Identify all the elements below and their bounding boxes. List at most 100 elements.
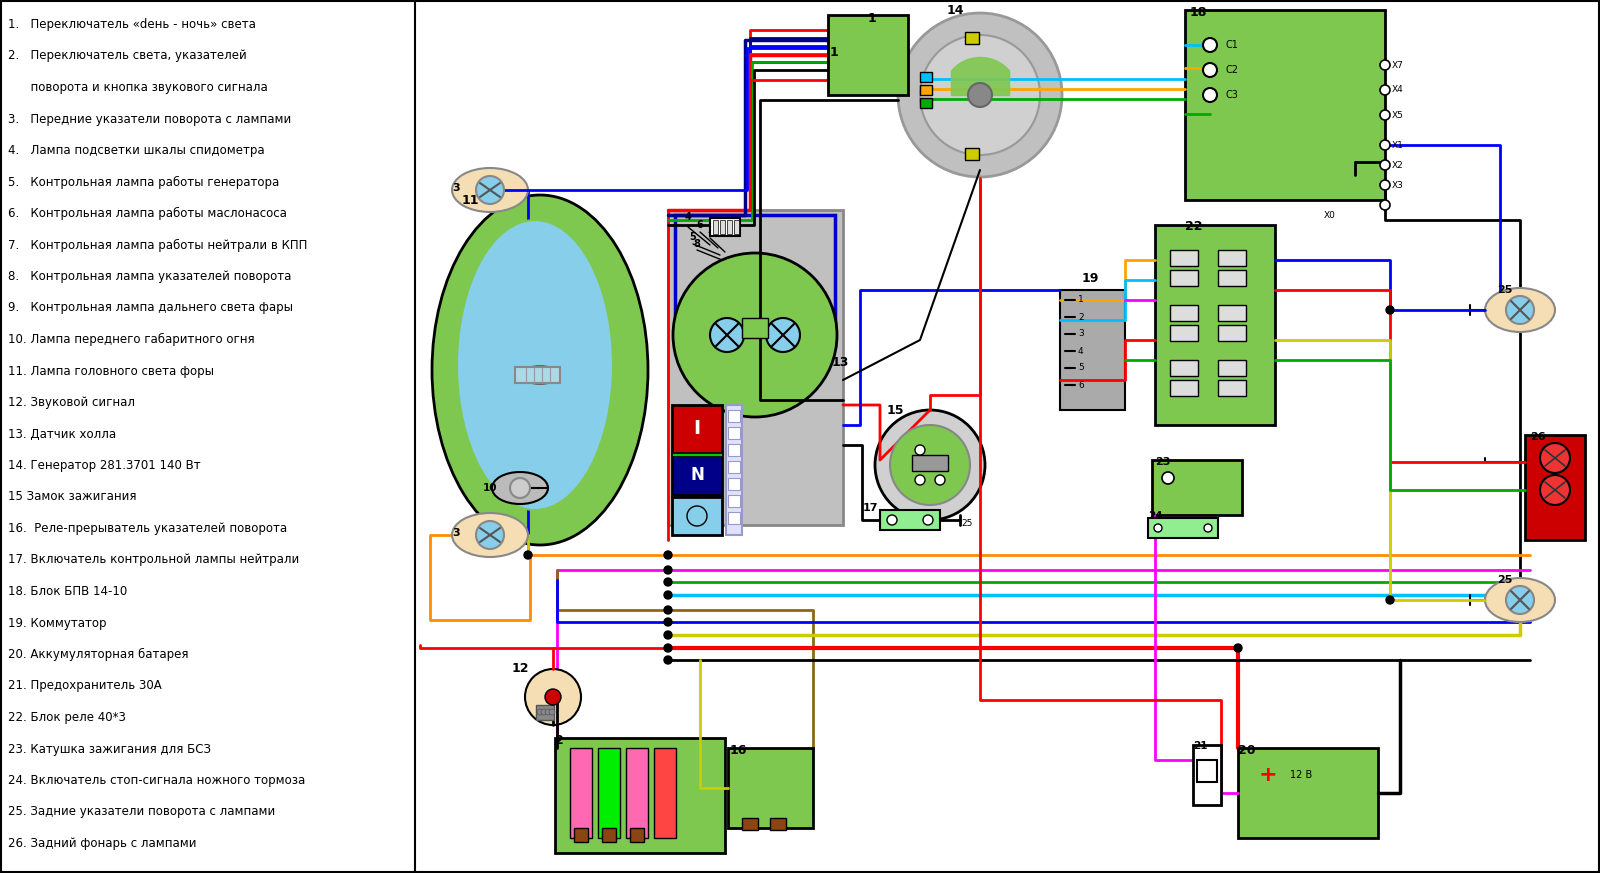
Bar bbox=[570, 748, 592, 838]
Text: 15 Замок зажигания: 15 Замок зажигания bbox=[8, 491, 136, 504]
Circle shape bbox=[549, 709, 555, 715]
Circle shape bbox=[1203, 38, 1218, 52]
Circle shape bbox=[915, 475, 925, 485]
Bar bbox=[728, 461, 739, 473]
Text: 16: 16 bbox=[730, 744, 747, 757]
Bar bbox=[626, 748, 648, 838]
Circle shape bbox=[934, 475, 946, 485]
Bar bbox=[728, 512, 739, 524]
Ellipse shape bbox=[432, 195, 648, 545]
Bar bbox=[1218, 250, 1246, 266]
Text: 21: 21 bbox=[1194, 741, 1208, 751]
Text: 6.   Контрольная лампа работы маслонасоса: 6. Контрольная лампа работы маслонасоса bbox=[8, 207, 286, 220]
Circle shape bbox=[525, 551, 531, 559]
Ellipse shape bbox=[453, 168, 528, 212]
Text: 11: 11 bbox=[461, 194, 478, 207]
Text: 16.  Реле-прерыватель указателей поворота: 16. Реле-прерыватель указателей поворота bbox=[8, 522, 286, 535]
Circle shape bbox=[1379, 180, 1390, 190]
Circle shape bbox=[1386, 306, 1394, 314]
Text: 18. Блок БПВ 14-10: 18. Блок БПВ 14-10 bbox=[8, 585, 128, 598]
Text: X1: X1 bbox=[1392, 141, 1403, 149]
Circle shape bbox=[766, 318, 800, 352]
Text: 6: 6 bbox=[696, 220, 704, 230]
Bar bbox=[1170, 305, 1198, 321]
Bar bbox=[1218, 380, 1246, 396]
Text: 12 В: 12 В bbox=[1290, 770, 1312, 780]
Circle shape bbox=[710, 318, 744, 352]
Circle shape bbox=[546, 709, 550, 715]
Text: 20: 20 bbox=[1238, 744, 1256, 757]
Text: 12: 12 bbox=[512, 662, 528, 675]
Bar bbox=[710, 218, 739, 236]
Text: 24. Включатель стоп-сигнала ножного тормоза: 24. Включатель стоп-сигнала ножного торм… bbox=[8, 774, 306, 787]
Circle shape bbox=[538, 709, 542, 715]
Text: 10: 10 bbox=[483, 483, 498, 493]
Bar bbox=[726, 405, 742, 535]
Circle shape bbox=[1506, 586, 1534, 614]
Ellipse shape bbox=[493, 472, 547, 504]
Text: 5.   Контрольная лампа работы генератора: 5. Контрольная лампа работы генератора bbox=[8, 175, 280, 189]
Text: 12. Звуковой сигнал: 12. Звуковой сигнал bbox=[8, 396, 134, 409]
Bar bbox=[672, 455, 722, 495]
Bar bbox=[742, 818, 758, 830]
Text: X7: X7 bbox=[1392, 60, 1403, 70]
Circle shape bbox=[1205, 524, 1213, 532]
Text: 8.   Контрольная лампа указателей поворота: 8. Контрольная лампа указателей поворота bbox=[8, 270, 291, 283]
Text: 13: 13 bbox=[832, 355, 848, 368]
Bar bbox=[1170, 325, 1198, 341]
Bar bbox=[675, 215, 835, 345]
Circle shape bbox=[915, 445, 925, 455]
Bar bbox=[598, 748, 621, 838]
Text: 3: 3 bbox=[453, 183, 459, 193]
Bar bbox=[1525, 435, 1586, 540]
Text: 3.   Передние указатели поворота с лампами: 3. Передние указатели поворота с лампами bbox=[8, 113, 291, 126]
Circle shape bbox=[546, 689, 562, 705]
Circle shape bbox=[1379, 200, 1390, 210]
Text: 6: 6 bbox=[1078, 381, 1083, 389]
Bar bbox=[1170, 250, 1198, 266]
Bar bbox=[770, 818, 786, 830]
Text: 25: 25 bbox=[1498, 575, 1512, 585]
Bar bbox=[720, 220, 725, 234]
Text: 17. Включатель контрольной лампы нейтрали: 17. Включатель контрольной лампы нейтрал… bbox=[8, 553, 299, 567]
Text: X2: X2 bbox=[1392, 161, 1403, 169]
Text: 26: 26 bbox=[1530, 432, 1546, 442]
Text: C3: C3 bbox=[1226, 90, 1238, 100]
Bar bbox=[920, 98, 931, 108]
Text: 4: 4 bbox=[685, 212, 691, 222]
Text: 26. Задний фонарь с лампами: 26. Задний фонарь с лампами bbox=[8, 837, 197, 850]
Text: 3: 3 bbox=[1078, 329, 1083, 339]
Text: 2: 2 bbox=[1078, 313, 1083, 321]
Text: 7.   Контрольная лампа работы нейтрали в КПП: 7. Контрольная лампа работы нейтрали в К… bbox=[8, 238, 307, 251]
Text: 13. Датчик холла: 13. Датчик холла bbox=[8, 428, 117, 441]
Bar bbox=[726, 220, 733, 234]
Circle shape bbox=[664, 591, 672, 599]
Text: N: N bbox=[690, 466, 704, 484]
Circle shape bbox=[923, 515, 933, 525]
Bar bbox=[728, 495, 739, 507]
Text: 15: 15 bbox=[886, 403, 904, 416]
Text: 5: 5 bbox=[1078, 363, 1083, 373]
Text: 22: 22 bbox=[1186, 221, 1203, 233]
Bar bbox=[728, 444, 739, 456]
Bar bbox=[1197, 760, 1218, 782]
Text: 11. Лампа головного света форы: 11. Лампа головного света форы bbox=[8, 365, 214, 377]
Text: 1: 1 bbox=[867, 11, 877, 24]
Bar bbox=[920, 85, 931, 95]
Bar bbox=[1186, 10, 1386, 200]
Text: 3: 3 bbox=[453, 528, 459, 538]
Circle shape bbox=[920, 35, 1040, 155]
Text: 25. Задние указатели поворота с лампами: 25. Задние указатели поворота с лампами bbox=[8, 806, 275, 819]
Circle shape bbox=[1203, 88, 1218, 102]
Text: 22. Блок реле 40*3: 22. Блок реле 40*3 bbox=[8, 711, 126, 724]
Text: 24: 24 bbox=[1149, 511, 1163, 521]
Circle shape bbox=[510, 478, 530, 498]
Text: 17: 17 bbox=[862, 503, 878, 513]
Bar bbox=[714, 220, 718, 234]
Bar bbox=[1152, 460, 1242, 515]
Circle shape bbox=[968, 83, 992, 107]
Bar bbox=[912, 455, 947, 471]
Bar bbox=[630, 828, 643, 842]
Ellipse shape bbox=[1485, 288, 1555, 332]
Text: X5: X5 bbox=[1392, 111, 1403, 120]
